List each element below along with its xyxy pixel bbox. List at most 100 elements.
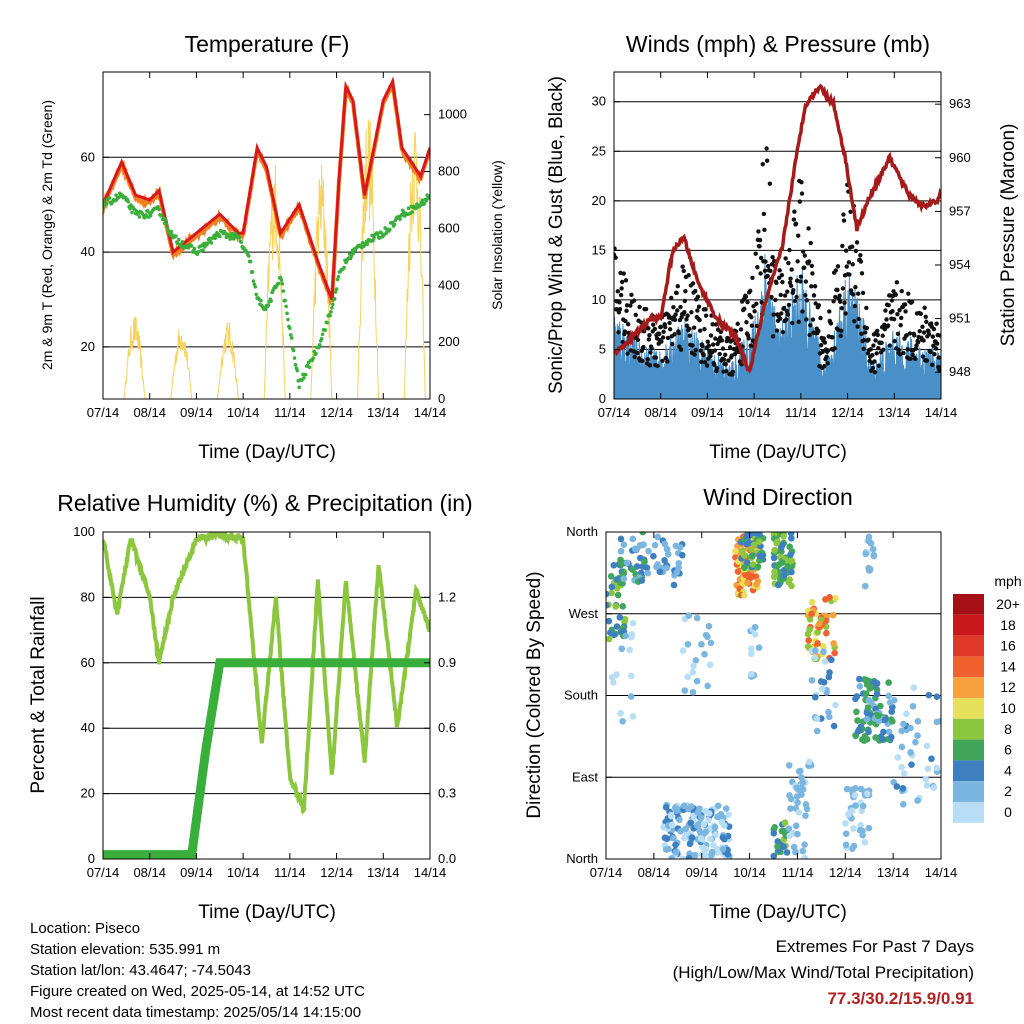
dewpoint-point — [328, 313, 332, 318]
wind-direction-point — [754, 577, 762, 585]
gust-point — [897, 307, 902, 313]
wind-direction-point — [644, 569, 652, 577]
dewpoint-point — [263, 307, 268, 312]
speed-legend-swatch — [953, 760, 984, 782]
dewpoint-point — [302, 376, 306, 380]
wind-direction-point — [785, 825, 793, 832]
dewpoint-point — [209, 241, 214, 245]
gust-point — [774, 328, 780, 333]
gust-point — [762, 268, 768, 273]
dewpoint-point — [284, 304, 288, 309]
wind-direction-point — [663, 545, 671, 553]
wind-direction-point — [826, 713, 833, 721]
wdir-xtick-label: 07/14 — [590, 865, 623, 880]
gust-point — [705, 339, 710, 344]
gust-point — [835, 287, 840, 293]
wind-direction-point — [708, 851, 715, 859]
gust-point — [776, 275, 782, 281]
wind-direction-point — [842, 820, 849, 827]
speed-legend-swatch — [953, 677, 984, 698]
gust-point — [633, 312, 638, 318]
extremes-values: 77.3/30.2/15.9/0.91 — [827, 989, 974, 1008]
temperature-xtick-label: 11/14 — [274, 405, 306, 420]
winds-ytick-label: 10 — [592, 292, 606, 307]
wind-direction-point — [654, 533, 662, 541]
wind-direction-point — [693, 677, 701, 685]
wind-direction-point — [808, 676, 816, 684]
dewpoint-point — [333, 290, 338, 294]
dewpoint-point — [424, 198, 429, 203]
gust-point — [660, 358, 665, 363]
wind-direction-point — [812, 647, 819, 655]
gust-point — [803, 293, 808, 298]
wind-direction-point — [751, 623, 759, 631]
wind-direction-point — [748, 552, 756, 560]
gust-point — [851, 292, 856, 297]
wind-direction-point — [719, 845, 727, 853]
gust-point — [693, 347, 698, 353]
wind-direction-point — [749, 561, 757, 568]
rh-ytick-right-label: 1.2 — [438, 589, 456, 604]
gust-point — [768, 268, 773, 274]
wind-direction-point — [793, 784, 800, 792]
dewpoint-point — [388, 227, 392, 232]
wind-direction-point — [806, 626, 813, 633]
winds-ytick-label: 25 — [592, 143, 606, 158]
gust-point — [683, 288, 688, 294]
gust-point — [789, 267, 794, 272]
wind-direction-point — [857, 785, 865, 793]
wind-direction-point — [722, 805, 730, 812]
created-text: Figure created on Wed, 2025-05-14, at 14… — [30, 983, 365, 1000]
wind-direction-point — [707, 639, 715, 647]
wind-direction-point — [914, 797, 921, 804]
wdir-series-group — [606, 532, 941, 859]
wdir-plot: 07/14 08/14 09/14 10/14 11/14 12/14 13/14 14/14… — [564, 524, 957, 880]
temperature-xtick-label: 10/14 — [227, 405, 260, 420]
dewpoint-point — [349, 254, 354, 258]
gust-point — [841, 218, 847, 223]
gust-point — [640, 358, 645, 363]
winds-xtick-label: 12/14 — [831, 405, 864, 420]
wind-direction-point — [852, 802, 859, 809]
gust-point — [703, 307, 708, 312]
wind-direction-point — [894, 754, 902, 761]
speed-legend-swatch — [953, 635, 984, 657]
wind-direction-point — [725, 811, 732, 818]
wind-direction-point — [933, 718, 941, 726]
gust-point — [697, 328, 703, 333]
wind-direction-point — [798, 784, 805, 792]
gust-point — [657, 331, 662, 337]
speed-legend-swatch — [953, 718, 984, 740]
gust-point — [763, 259, 768, 264]
wind-direction-point — [714, 802, 722, 810]
wind-direction-point — [877, 702, 884, 710]
gust-point — [800, 249, 806, 254]
wind-direction-point — [900, 720, 907, 728]
gust-point — [739, 362, 744, 367]
gust-point — [786, 260, 791, 266]
gust-point — [770, 254, 775, 260]
wind-direction-point — [670, 581, 678, 589]
winds-xtick-label: 07/14 — [598, 405, 631, 420]
gust-point — [822, 363, 827, 369]
gust-point — [802, 253, 807, 258]
dewpoint-point — [307, 365, 312, 370]
wind-direction-point — [831, 649, 838, 657]
gust-point — [816, 303, 822, 308]
gust-point — [796, 233, 801, 238]
wind-direction-point — [705, 622, 713, 630]
gust-point — [646, 337, 652, 342]
dewpoint-point — [232, 237, 236, 241]
gust-point — [880, 333, 885, 338]
wdir-title: Wind Direction — [703, 484, 853, 510]
dewpoint-point — [148, 213, 153, 218]
wdir-ytick-label: South — [564, 688, 598, 703]
gust-point — [920, 324, 925, 329]
wind-direction-point — [850, 825, 857, 832]
wind-direction-point — [773, 562, 781, 570]
dewpoint-point — [157, 207, 161, 212]
wind-direction-point — [692, 656, 700, 664]
gust-point — [721, 357, 727, 362]
gust-point — [825, 348, 831, 353]
wind-direction-point — [680, 802, 688, 810]
